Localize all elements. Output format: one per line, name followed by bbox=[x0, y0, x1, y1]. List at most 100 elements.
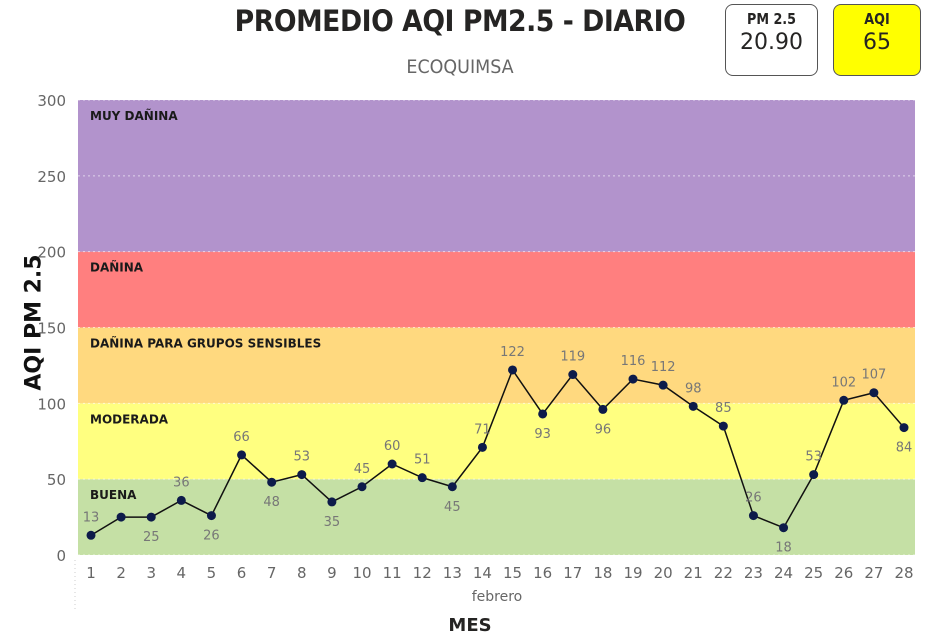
data-label: 112 bbox=[651, 360, 676, 375]
band-da-ina bbox=[78, 251, 915, 328]
data-label: 116 bbox=[621, 354, 646, 369]
data-label: 85 bbox=[715, 401, 732, 416]
data-point[interactable] bbox=[387, 459, 397, 469]
aqi-card: AQI 65 bbox=[833, 4, 921, 76]
x-tick-label: 15 bbox=[503, 564, 522, 582]
data-point[interactable] bbox=[718, 421, 728, 431]
band-label: DAÑINA PARA GRUPOS SENSIBLES bbox=[90, 336, 321, 351]
data-label: 45 bbox=[354, 462, 371, 477]
data-point[interactable] bbox=[779, 523, 789, 533]
data-labels: 13 25 36 26 66 48 53 35 45 60 51 45 71 122 93 119 96 116 1… bbox=[83, 345, 913, 556]
data-label: 48 bbox=[263, 495, 280, 510]
data-label: 51 bbox=[414, 453, 431, 468]
data-point[interactable] bbox=[477, 442, 487, 452]
x-tick-label: 28 bbox=[894, 564, 913, 582]
x-tick-label: 21 bbox=[684, 564, 703, 582]
band-da-ina-para-grupos-sensibles bbox=[78, 327, 915, 404]
data-point[interactable] bbox=[116, 512, 126, 522]
data-label: 122 bbox=[500, 345, 525, 360]
data-label: 60 bbox=[384, 439, 401, 454]
data-label: 13 bbox=[83, 510, 100, 525]
data-point[interactable] bbox=[839, 395, 849, 405]
data-point[interactable] bbox=[538, 409, 548, 419]
x-tick-label: 9 bbox=[327, 564, 337, 582]
data-point[interactable] bbox=[176, 495, 186, 505]
pm25-card-value: 20.90 bbox=[740, 30, 803, 55]
x-tick-label: 4 bbox=[177, 564, 187, 582]
data-point[interactable] bbox=[568, 370, 578, 380]
data-label: 53 bbox=[294, 450, 311, 465]
band-muy-da-ina bbox=[78, 100, 915, 252]
y-tick-label: 0 bbox=[56, 547, 66, 565]
data-point[interactable] bbox=[869, 388, 879, 398]
data-point[interactable] bbox=[327, 497, 337, 507]
x-tick-label: 3 bbox=[146, 564, 156, 582]
x-tick-label: 20 bbox=[654, 564, 673, 582]
x-tick-label: 25 bbox=[804, 564, 823, 582]
data-point[interactable] bbox=[748, 511, 758, 521]
aqi-card-label: AQI bbox=[864, 10, 890, 28]
x-tick-label: 10 bbox=[352, 564, 371, 582]
x-tick-label: 1 bbox=[86, 564, 96, 582]
aqi-card-value: 65 bbox=[863, 30, 891, 55]
data-point[interactable] bbox=[598, 404, 608, 414]
x-tick-label: 13 bbox=[443, 564, 462, 582]
x-tick-label: 7 bbox=[267, 564, 277, 582]
data-label: 93 bbox=[534, 427, 551, 442]
y-tick-label: 150 bbox=[37, 320, 66, 338]
band-buena bbox=[78, 479, 915, 555]
band-label: BUENA bbox=[90, 488, 137, 502]
data-label: 53 bbox=[805, 450, 822, 465]
data-label: 26 bbox=[745, 491, 762, 506]
data-point[interactable] bbox=[447, 482, 457, 492]
y-tick-label: 200 bbox=[37, 244, 66, 262]
y-tick-label: 100 bbox=[37, 395, 66, 413]
x-tick-label: 27 bbox=[864, 564, 883, 582]
x-tick-label: 18 bbox=[593, 564, 612, 582]
x-tick-label: 22 bbox=[714, 564, 733, 582]
data-label: 45 bbox=[444, 500, 461, 515]
chart-title: PROMEDIO AQI PM2.5 - DIARIO bbox=[234, 4, 686, 38]
x-tick-label: 17 bbox=[563, 564, 582, 582]
data-label: 25 bbox=[143, 530, 160, 545]
x-group-label: febrero bbox=[472, 589, 523, 605]
data-point[interactable] bbox=[628, 374, 638, 384]
data-point[interactable] bbox=[809, 470, 819, 480]
chart-subtitle: ECOQUIMSA bbox=[406, 56, 514, 78]
data-point[interactable] bbox=[658, 380, 668, 390]
data-point[interactable] bbox=[899, 423, 909, 433]
data-point[interactable] bbox=[357, 482, 367, 492]
data-label: 35 bbox=[324, 515, 341, 530]
data-point[interactable] bbox=[508, 365, 518, 375]
data-point[interactable] bbox=[267, 477, 277, 487]
data-point[interactable] bbox=[86, 530, 96, 540]
data-label: 96 bbox=[595, 422, 612, 437]
data-point[interactable] bbox=[688, 401, 698, 411]
data-point[interactable] bbox=[237, 450, 247, 460]
y-axis-ticks: 0 50 100 150 200 250 300 bbox=[37, 92, 66, 565]
x-tick-label: 5 bbox=[207, 564, 217, 582]
x-tick-label: 19 bbox=[623, 564, 642, 582]
x-tick-label: 24 bbox=[774, 564, 793, 582]
x-axis-title: MES bbox=[448, 615, 492, 636]
y-tick-label: 300 bbox=[37, 92, 66, 110]
x-tick-label: 8 bbox=[297, 564, 307, 582]
x-axis-ticks: 1 2 3 4 5 6 7 8 9 10 11 12 13 14 15 16 17 18 19 20 21 22 23 24 2… bbox=[86, 564, 913, 582]
x-tick-label: 23 bbox=[744, 564, 763, 582]
data-label: 18 bbox=[775, 541, 792, 556]
data-label: 102 bbox=[831, 375, 856, 390]
pm25-card-label: PM 2.5 bbox=[746, 10, 797, 28]
x-tick-label: 2 bbox=[116, 564, 126, 582]
data-point[interactable] bbox=[206, 511, 216, 521]
data-point[interactable] bbox=[417, 473, 427, 483]
data-point[interactable] bbox=[146, 512, 156, 522]
data-point[interactable] bbox=[297, 470, 307, 480]
data-label: 36 bbox=[173, 475, 190, 490]
x-tick-label: 16 bbox=[533, 564, 552, 582]
data-label: 26 bbox=[203, 529, 220, 544]
data-label: 107 bbox=[861, 368, 886, 383]
pm25-card: PM 2.5 20.90 bbox=[725, 4, 818, 76]
x-tick-label: 14 bbox=[473, 564, 492, 582]
data-label: 71 bbox=[474, 422, 491, 437]
